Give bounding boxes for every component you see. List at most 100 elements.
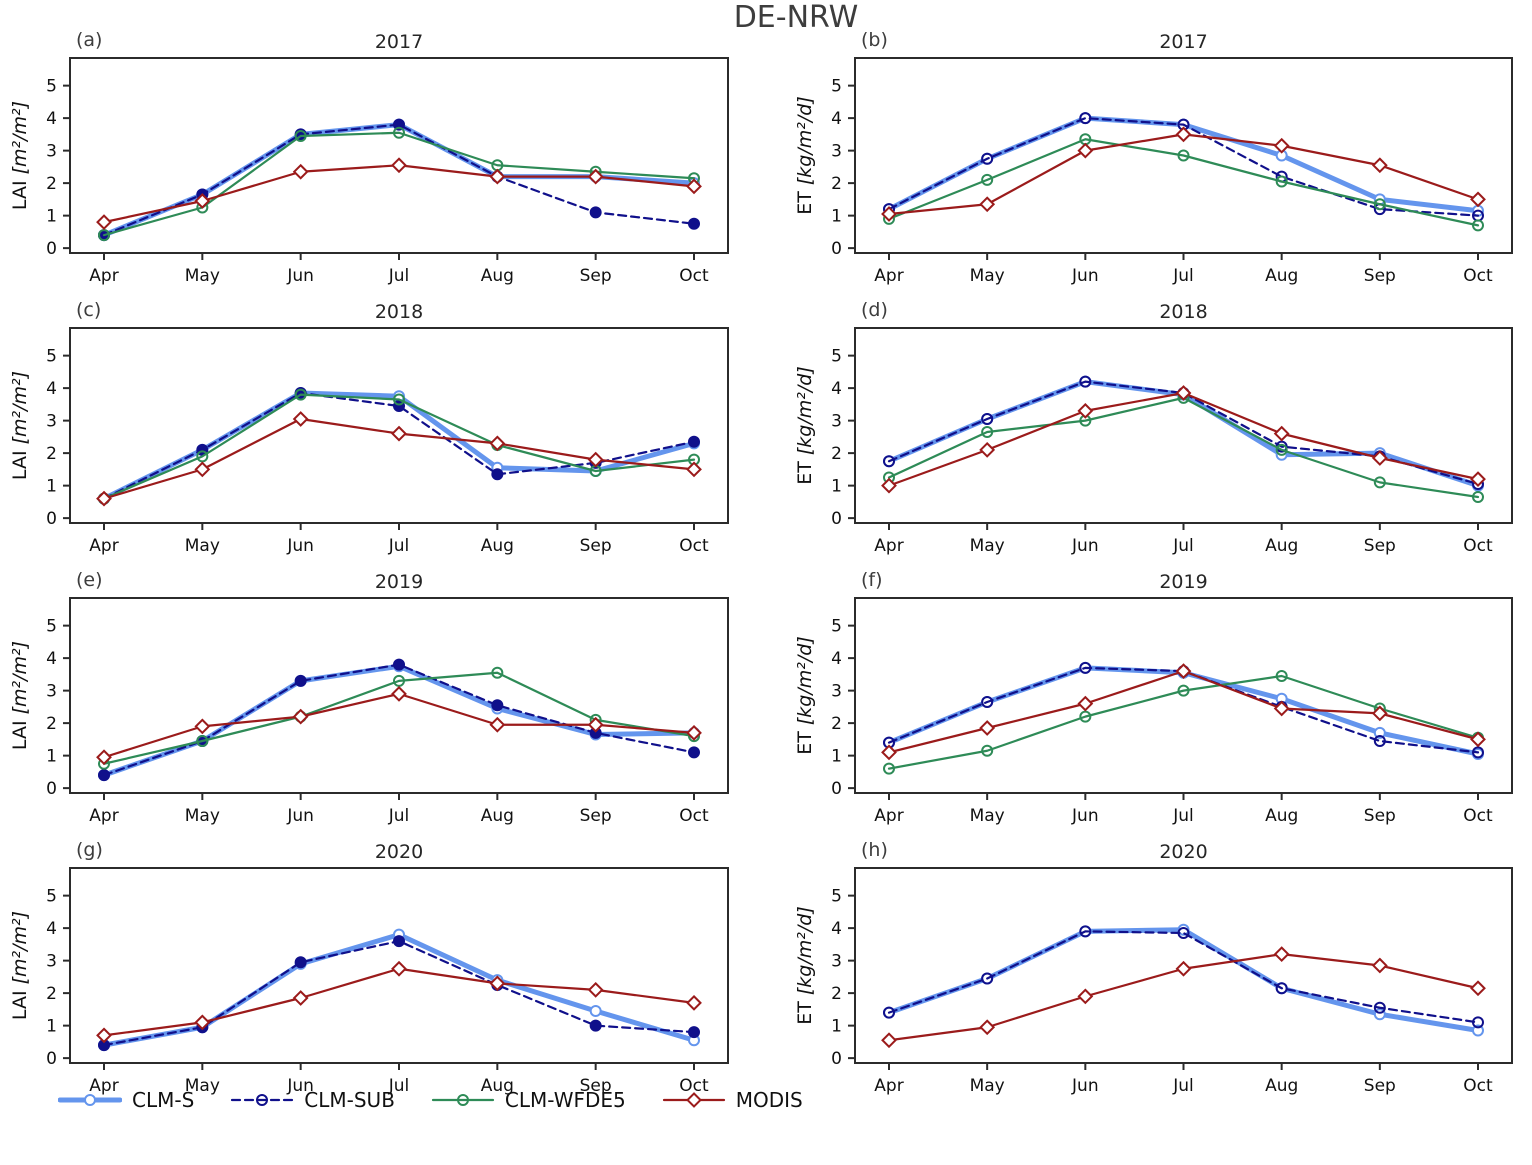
panel-f-label: (f) [861,569,883,591]
series-MODIS-markers [96,685,702,766]
y-tick-label: 4 [46,649,57,669]
x-tick-labels: Apr May Jun Jul Aug Sep Oct [89,523,709,556]
marker-diamond [1175,663,1192,680]
panel-f: (f) 2019 0 1 2 3 4 5 Apr May Jun Jul Aug Sep Oct ET [kg… [766,557,1532,827]
y-tick-label: 0 [46,1049,57,1069]
marker-circle [883,762,895,775]
y-tick-label: 5 [46,77,57,97]
panel-e-title: 2019 [374,571,424,593]
x-tick-label: Sep [1364,536,1396,556]
marker-diamond [686,461,702,478]
y-tick-label: 3 [831,682,842,702]
x-tick-label: Aug [1265,1076,1298,1096]
x-tick-label: Jul [388,1076,410,1096]
x-tick-label: Apr [874,536,903,556]
legend-marker-CLM-S [58,1094,122,1106]
x-tick-label: Sep [1364,806,1396,826]
axis-frame [69,327,729,524]
x-tick-label: Oct [679,266,709,286]
x-tick-labels: Apr May Jun Jul Aug Sep Oct [874,253,1493,286]
marker-diamond [489,716,506,733]
x-tick-label: Jun [286,536,314,556]
y-axis-label: ET [kg/m²/d] [794,96,816,215]
x-tick-label: May [185,536,220,556]
series-MODIS-markers [96,411,702,507]
series-MODIS-markers [881,663,1486,761]
series-CLM-WFDE5-markers [98,126,700,242]
marker-diamond [881,477,897,494]
figure-title: DE-NRW [733,0,859,35]
y-tick-label: 1 [46,207,57,227]
marker-diamond [1077,695,1094,712]
panel-e-plot: 0 1 2 3 4 5 Apr May Jun Jul Aug Sep Oct LAI [m²/m²] [9,597,729,826]
marker-diamond [587,716,604,733]
marker-circle [688,435,700,448]
panel-a-plot: 0 1 2 3 4 5 Apr May Jun Jul Aug Sep Oct LAI [m²/m²] [9,57,729,286]
marker-circle [883,1006,895,1019]
marker-circle [294,956,307,969]
series-MODIS-markers [96,960,702,1044]
marker-circle [981,173,994,186]
marker-diamond [1371,957,1388,974]
x-tick-labels: Apr May Jun Jul Aug Sep Oct [874,523,1493,556]
panel-c: (c) 2018 0 1 2 3 4 5 Apr May Jun Jul Aug Sep Oct LAI [m… [0,287,766,557]
x-tick-label: Jun [1071,806,1099,826]
y-tick-label: 3 [831,412,842,432]
marker-circle [393,674,405,687]
marker-diamond [1273,137,1290,154]
marker-diamond [96,490,112,507]
series-CLM-WFDE5-markers [883,133,1484,232]
marker-circle [1373,1001,1386,1014]
series-MODIS-line [102,967,696,1037]
x-tick-label: Aug [481,536,514,556]
marker-circle [589,1005,602,1017]
panel-d: (d) 2018 0 1 2 3 4 5 Apr May Jun Jul Aug Sep Oct ET [kg… [766,287,1532,557]
x-tick-labels: Apr May Jun Jul Aug Sep Oct [89,793,709,826]
panel-g: (g) 2020 0 1 2 3 4 5 Apr May Jun Jul Aug Sep Oct LAI [m… [0,827,766,1097]
series-CLM-WFDE5-line [887,138,1480,227]
y-tick-label: 2 [831,444,842,464]
x-tick-label: May [185,266,220,286]
x-tick-label: Apr [89,806,118,826]
marker-circle [1177,684,1190,697]
series-CLM-WFDE5-line [887,674,1480,770]
marker-diamond [194,461,211,478]
marker-circle [1079,112,1092,125]
x-tick-label: May [185,1076,220,1096]
series-CLM-WFDE5-line [102,131,696,237]
marker-diamond [1470,731,1486,748]
panel-g-plot: 0 1 2 3 4 5 Apr May Jun Jul Aug Sep Oct LAI [m²/m²] [9,867,729,1096]
marker-diamond [292,708,309,725]
panel-b-label: (b) [861,29,888,51]
marker-circle [491,468,504,481]
x-tick-label: Aug [1265,266,1298,286]
marker-diamond [1175,385,1192,401]
marker-circle [393,393,405,406]
series-CLM-SUB-line [887,930,1480,1024]
marker-circle [981,426,994,438]
x-tick-label: Jul [388,266,410,286]
x-tick-label: Jun [1071,1076,1099,1096]
x-tick-label: Oct [1463,536,1493,556]
marker-diamond [686,994,702,1011]
marker-circle [1472,746,1484,759]
legend-marker-shape [456,1094,469,1106]
marker-diamond [1077,988,1094,1005]
marker-diamond [1470,471,1486,488]
marker-diamond [194,1014,211,1031]
legend-label-CLM-WFDE5: CLM-WFDE5 [504,1088,626,1112]
marker-diamond [96,1027,112,1044]
x-tick-label: Oct [1463,266,1493,286]
x-tick-label: Jul [1172,806,1194,826]
x-tick-label: Jun [286,806,314,826]
series-CLM-S-line [101,122,697,238]
y-tick-label: 1 [46,1017,57,1037]
panel-d-plot: 0 1 2 3 4 5 Apr May Jun Jul Aug Sep Oct ET [kg/m²/d] [794,327,1513,556]
series-MODIS-markers [881,946,1486,1049]
marker-diamond [391,157,407,174]
marker-circle [98,229,110,242]
x-tick-label: Apr [874,1076,903,1096]
panel-b-title: 2017 [1159,31,1208,53]
series-CLM-WFDE5-line [102,393,696,500]
x-tick-labels: Apr May Jun Jul Aug Sep Oct [89,253,709,286]
